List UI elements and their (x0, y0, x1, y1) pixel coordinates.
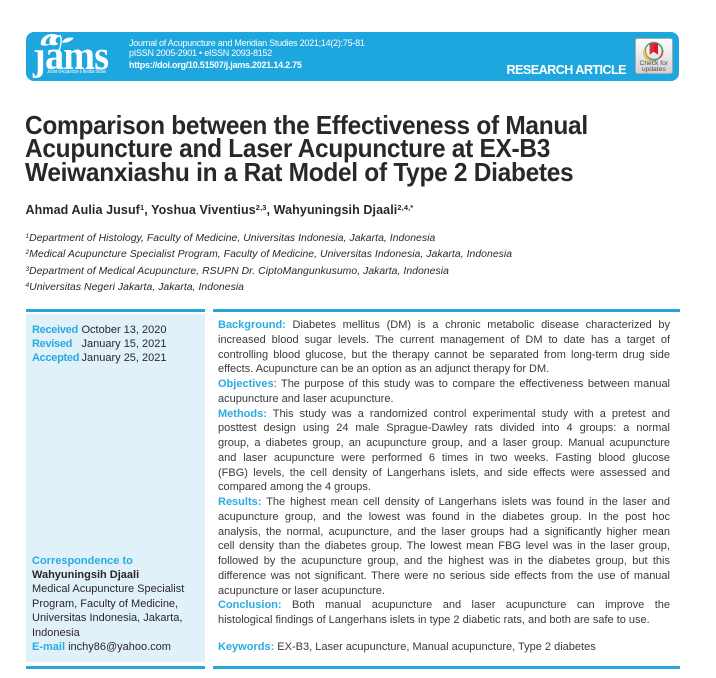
svg-text:Check for: Check for (639, 60, 668, 67)
svg-text:Journal of Acupuncture & Merid: Journal of Acupuncture & Meridian Studie… (47, 69, 106, 75)
svg-text:updates: updates (642, 66, 666, 73)
